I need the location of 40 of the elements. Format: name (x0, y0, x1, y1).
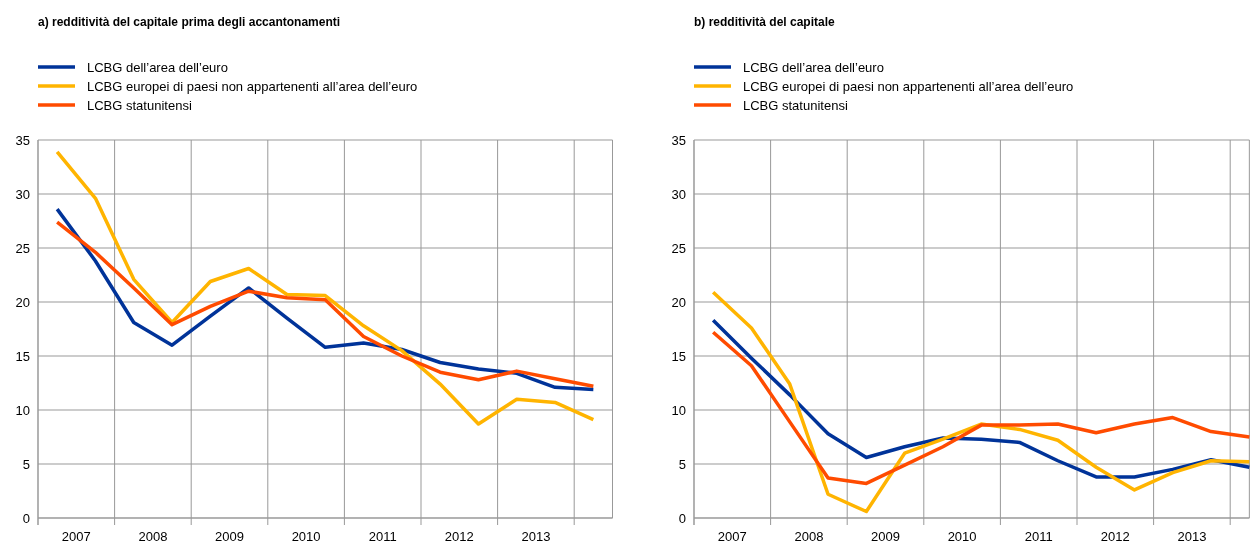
x-tick-label: 2009 (215, 529, 244, 542)
x-tick-label: 2012 (1100, 529, 1130, 542)
line-series (55, 150, 596, 426)
x-tick-label: 2007 (717, 529, 747, 542)
x-tick-label: 2013 (521, 529, 551, 542)
x-tick-label: 2009 (871, 529, 900, 542)
y-tick-label: 0 (22, 510, 30, 526)
x-tick-label: 2011 (368, 529, 397, 542)
line-series (711, 290, 1252, 514)
y-tick-label: 20 (671, 294, 686, 310)
chart-title: b) redditività del capitale (694, 15, 836, 29)
y-tick-label: 5 (22, 456, 30, 472)
legend-label: LCBG dell’area dell’euro (743, 60, 884, 75)
y-tick-label: 15 (671, 348, 686, 364)
x-tick-label: 2010 (291, 529, 321, 542)
y-tick-label: 25 (15, 240, 30, 256)
x-tick-label: 2008 (138, 529, 168, 542)
legend-label: LCBG dell’area dell’euro (87, 60, 228, 75)
legend-label: LCBG statunitensi (87, 98, 192, 113)
x-tick-label: 2010 (947, 529, 977, 542)
y-tick-label: 25 (671, 240, 686, 256)
legend-label: LCBG europei di paesi non appartenenti all’area dell’euro (87, 79, 418, 94)
x-tick-label: 2007 (61, 529, 91, 542)
y-tick-label: 35 (15, 132, 30, 148)
y-tick-label: 35 (671, 132, 686, 148)
y-tick-label: 10 (671, 402, 686, 418)
x-tick-label: 2008 (794, 529, 824, 542)
y-tick-label: 0 (678, 510, 686, 526)
y-tick-label: 20 (15, 294, 30, 310)
x-tick-label: 2013 (1177, 529, 1207, 542)
y-tick-label: 30 (671, 186, 686, 202)
x-tick-label: 2011 (1024, 529, 1053, 542)
y-tick-label: 5 (678, 456, 686, 472)
legend-label: LCBG statunitensi (743, 98, 848, 113)
y-tick-label: 10 (15, 402, 30, 418)
x-tick-label: 2012 (444, 529, 474, 542)
y-tick-label: 30 (15, 186, 30, 202)
legend-label: LCBG europei di paesi non appartenenti all’area dell’euro (743, 79, 1074, 94)
y-tick-label: 15 (15, 348, 30, 364)
chart-title: a) redditività del capitale prima degli accantonamenti (38, 15, 341, 29)
